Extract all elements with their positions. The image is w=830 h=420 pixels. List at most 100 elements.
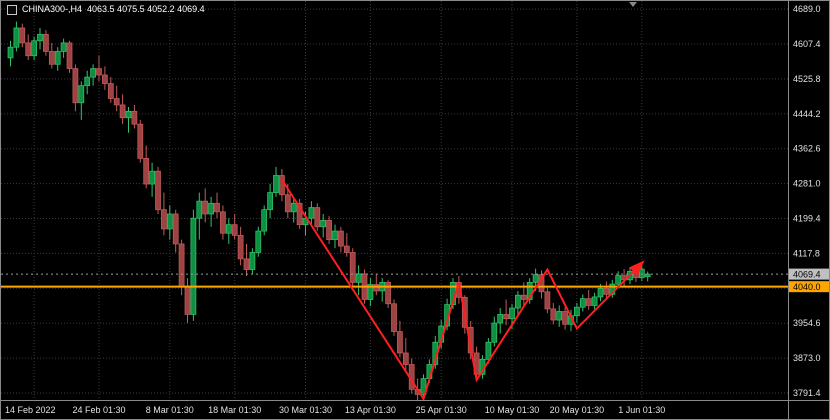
candle-down — [503, 314, 509, 320]
candle-down — [243, 258, 250, 270]
candle-up — [225, 224, 232, 234]
y-axis-label: 4689.0 — [793, 4, 821, 14]
candle-up — [491, 322, 498, 343]
candle-down — [237, 234, 244, 260]
x-axis-label: 13 Apr 01:30 — [345, 405, 396, 415]
x-axis-label: 18 Mar 01:30 — [208, 405, 261, 415]
candle-down — [349, 252, 356, 283]
candle-down — [72, 68, 79, 104]
x-axis-label: 10 May 01:30 — [485, 405, 540, 415]
candle-up — [574, 306, 580, 317]
candle-up — [556, 311, 563, 321]
candle-down — [343, 245, 350, 253]
candle-up — [509, 307, 515, 320]
candle-up — [532, 274, 539, 283]
candle-up — [190, 217, 197, 315]
grid — [1, 1, 788, 400]
candle-up — [249, 252, 256, 270]
y-axis-label: 4525.8 — [793, 74, 821, 84]
candle-up — [261, 209, 268, 232]
candle-down — [96, 68, 102, 76]
candle-up — [420, 378, 427, 395]
x-axis-label: 1 Jun 01:30 — [618, 405, 665, 415]
candle-up — [273, 175, 279, 193]
candle-down — [520, 294, 527, 300]
candles — [7, 21, 651, 400]
candle-down — [385, 282, 391, 305]
candle-up — [290, 202, 297, 213]
candle-down — [603, 288, 610, 295]
time-scale[interactable]: 14 Feb 2022 24 Feb 01:30 8 Mar 01:30 18 Mar… — [5, 405, 665, 415]
candle-down — [326, 220, 332, 241]
candle-down — [43, 33, 49, 52]
bid-price-tag: 4069.4 — [789, 268, 829, 280]
candle-down — [544, 291, 551, 310]
x-axis-label: 20 May 01:30 — [550, 405, 605, 415]
candle-up — [579, 298, 586, 308]
y-axis-label: 4444.2 — [793, 109, 821, 119]
svg-text:4040.0: 4040.0 — [793, 282, 821, 292]
candle-down — [314, 207, 321, 228]
candle-down — [373, 284, 380, 292]
candle-up — [208, 202, 214, 215]
candle-down — [397, 331, 403, 354]
y-axis-label: 3954.6 — [793, 318, 821, 328]
candle-up — [615, 275, 622, 285]
candle-down — [119, 104, 126, 119]
candle-down — [107, 83, 114, 99]
y-axis-label: 4362.6 — [793, 144, 821, 154]
candle-down — [137, 123, 144, 159]
candle-down — [143, 158, 150, 185]
candle-up — [196, 200, 203, 219]
candle-up — [84, 76, 91, 87]
candle-down — [284, 194, 291, 213]
candle-up — [267, 192, 273, 211]
candle-down — [161, 209, 167, 230]
candle-up — [320, 220, 327, 228]
price-scale[interactable]: 4689.0 4607.4 4525.8 4444.2 4362.6 4281.0 4199… — [793, 4, 821, 398]
candle-down — [402, 352, 409, 365]
candle-down — [550, 308, 557, 321]
candle-down — [279, 175, 285, 196]
candle-down — [155, 170, 161, 211]
candle-down — [562, 311, 568, 325]
candle-down — [220, 211, 226, 234]
x-axis-label: 30 Mar 01:30 — [279, 405, 332, 415]
x-axis-label: 14 Feb 2022 — [5, 405, 56, 415]
trendline[interactable] — [281, 179, 645, 402]
candle-up — [78, 85, 85, 104]
x-axis-label: 24 Feb 01:30 — [72, 405, 125, 415]
y-axis-label: 4199.4 — [793, 214, 821, 224]
candle-down — [184, 286, 191, 315]
candle-down — [214, 202, 220, 213]
candle-up — [13, 27, 20, 48]
candle-down — [178, 243, 185, 288]
candle-down — [338, 230, 344, 247]
svg-text:4069.4: 4069.4 — [793, 270, 821, 280]
hline-price-tag[interactable]: 4040.0 — [789, 281, 829, 293]
candle-up — [515, 294, 521, 309]
candle-up — [149, 170, 155, 185]
candle-down — [131, 110, 138, 125]
candle-up — [597, 288, 604, 298]
candle-down — [391, 303, 397, 332]
y-axis-label: 3873.0 — [793, 353, 821, 363]
candle-up — [308, 207, 315, 219]
candle-up — [166, 213, 173, 230]
y-axis-label: 3791.4 — [793, 388, 821, 398]
candle-up — [7, 46, 14, 59]
candle-up — [90, 68, 96, 78]
candle-up — [526, 282, 533, 300]
candle-up — [497, 314, 504, 324]
candle-down — [231, 224, 238, 236]
candle-down — [25, 42, 32, 57]
candle-up — [638, 268, 645, 279]
candle-up — [485, 341, 492, 360]
candle-down — [585, 298, 592, 306]
candle-up — [37, 33, 43, 42]
candle-up — [125, 110, 132, 119]
candle-up — [591, 296, 598, 306]
chart-shift-marker[interactable] — [629, 2, 637, 7]
